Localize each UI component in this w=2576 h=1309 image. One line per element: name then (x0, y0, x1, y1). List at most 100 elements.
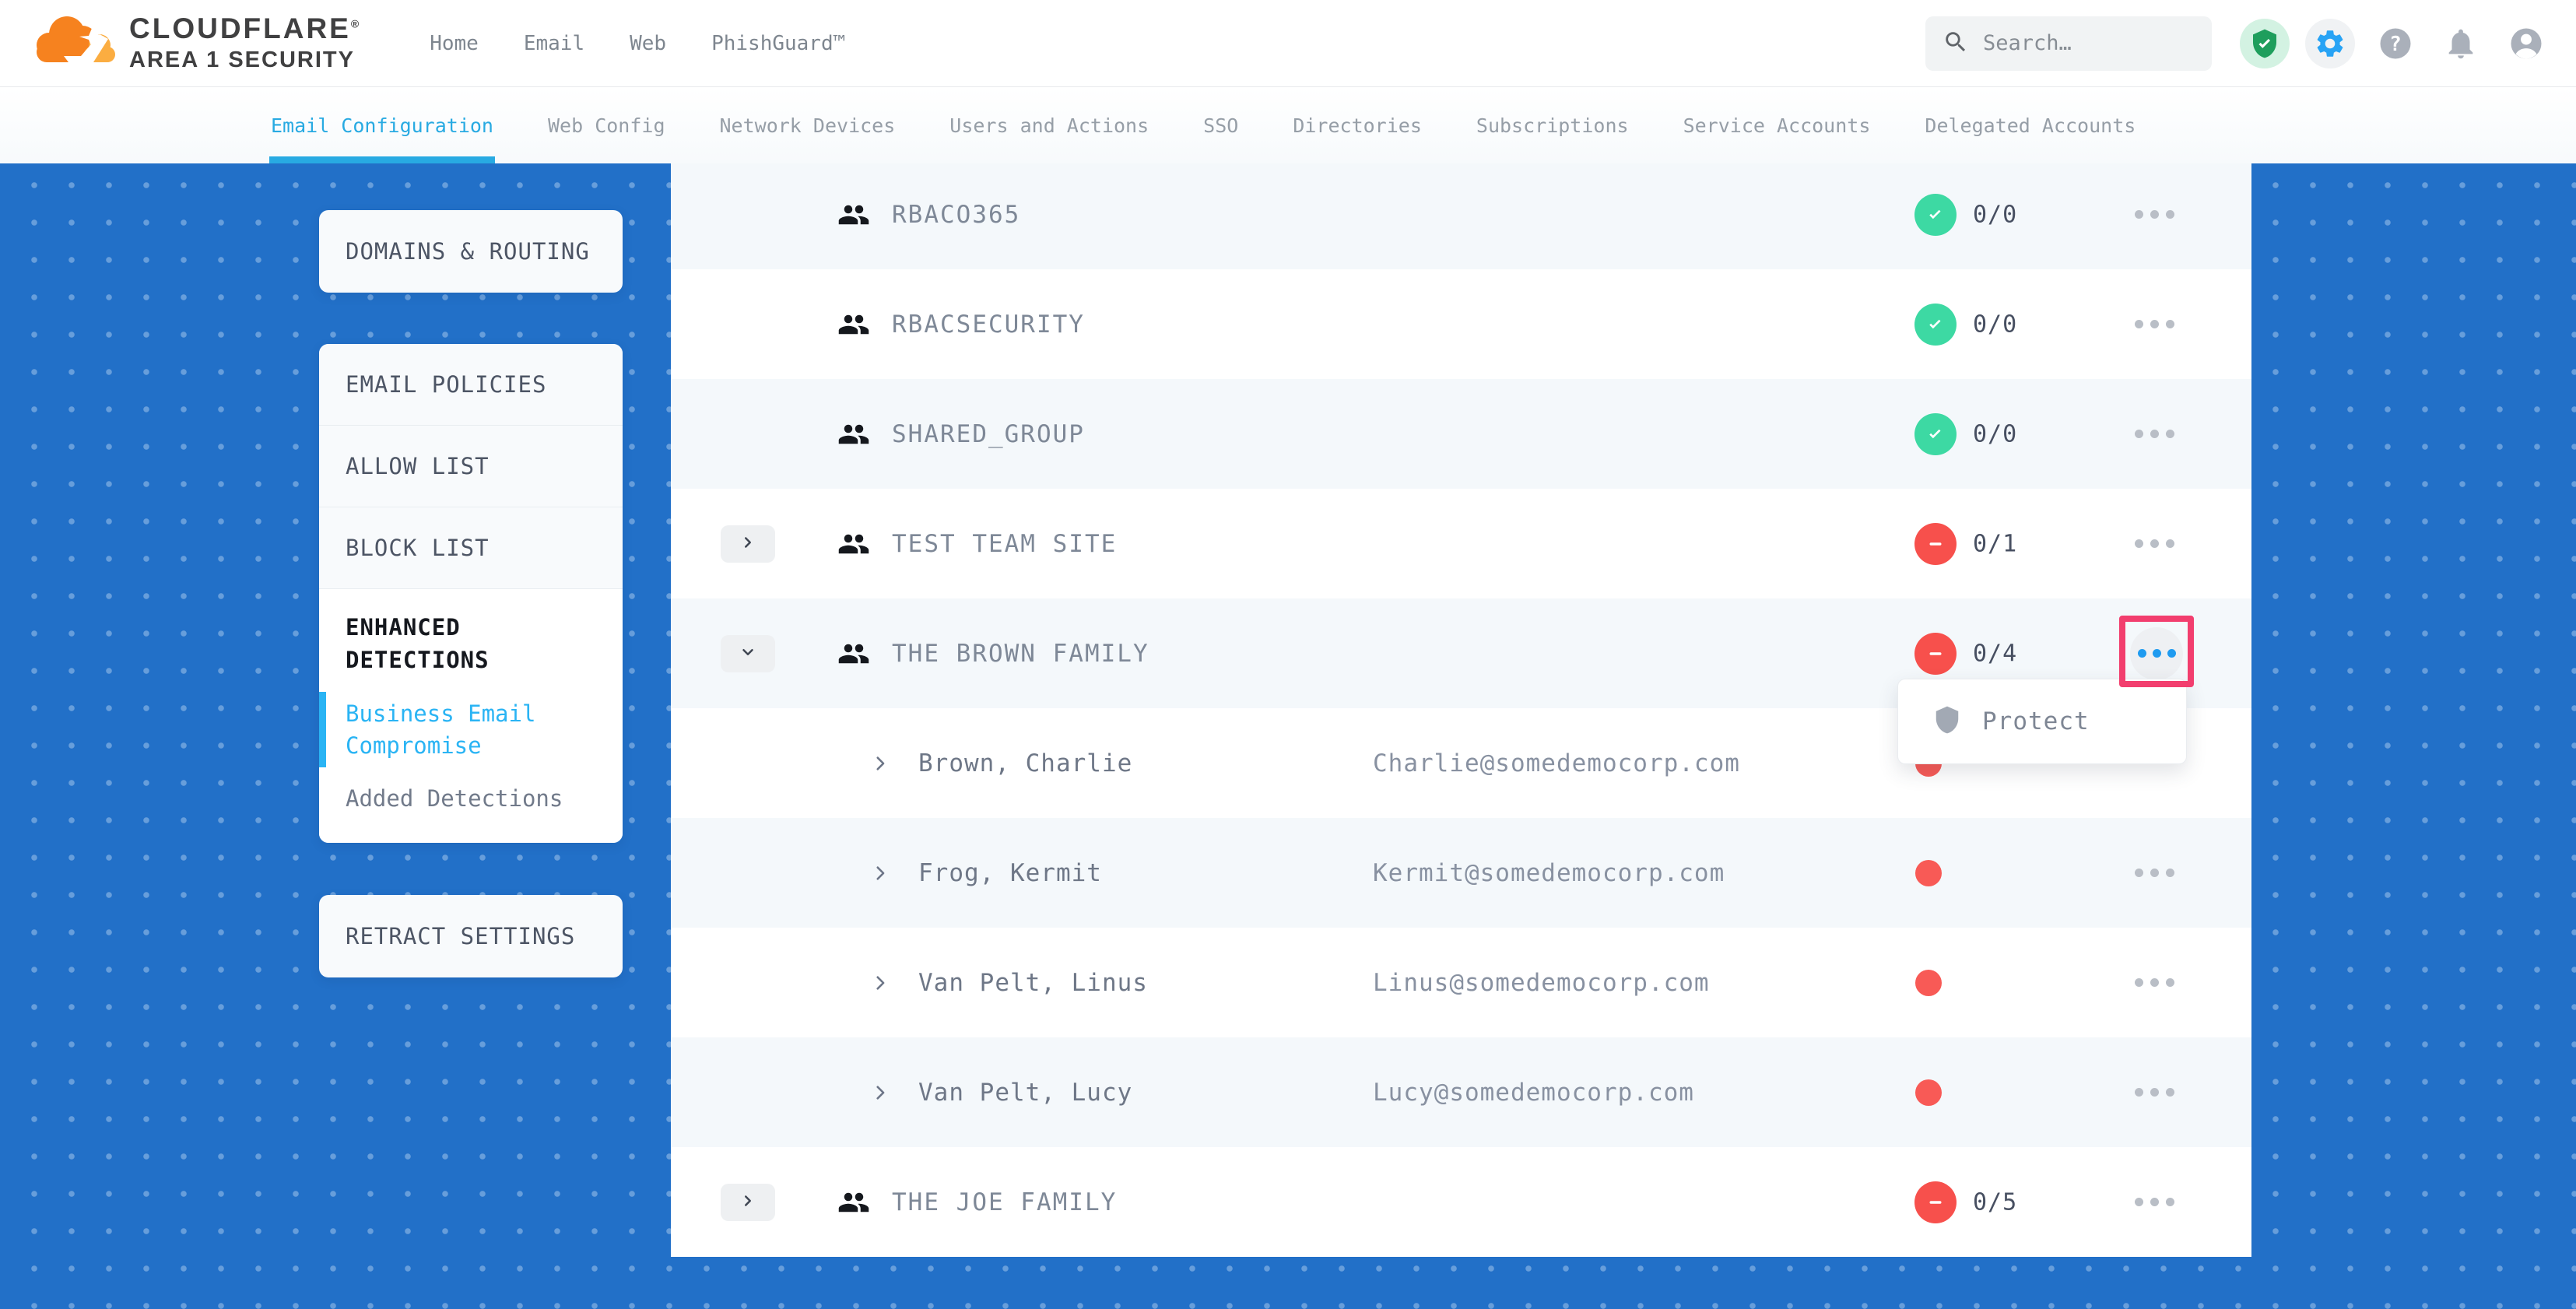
nav-item-phishguard[interactable]: PhishGuard™ (711, 31, 846, 55)
row-menu-button[interactable] (2123, 858, 2185, 889)
svg-text:?: ? (2389, 33, 2402, 56)
sidebar-item-block-list[interactable]: BLOCK LIST (319, 507, 623, 589)
tab-web-config[interactable]: Web Config (547, 114, 665, 137)
header-icons: ? (2240, 18, 2551, 68)
top-header: CLOUDFLARE® AREA 1 SECURITY Home Email W… (0, 0, 2576, 87)
protection-count: 0/0 (1973, 420, 2018, 447)
protection-count: 0/5 (1973, 1188, 2018, 1216)
settings-gear-icon[interactable] (2305, 18, 2355, 68)
row-menu-button[interactable] (2123, 419, 2185, 450)
table-row-member: Van Pelt, Lucy Lucy@somedemocorp.com (671, 1037, 2251, 1147)
search-box[interactable] (1925, 16, 2212, 71)
chevron-right-icon (870, 753, 890, 774)
collapse-row-button[interactable] (721, 634, 775, 672)
row-menu-button[interactable] (2123, 1187, 2185, 1218)
status-badge-protected (1914, 412, 1957, 455)
group-icon (837, 308, 870, 341)
account-icon[interactable] (2501, 19, 2551, 68)
member-name: Brown, Charlie (918, 749, 1133, 777)
brand-subtitle: AREA 1 SECURITY (129, 47, 355, 72)
group-icon (837, 637, 870, 670)
row-menu-button-active[interactable] (2130, 626, 2183, 680)
sidebar-item-domains-routing[interactable]: DOMAINS & ROUTING (319, 210, 623, 293)
groups-table: RBACO365 0/0 RBACSECURITY 0/0 SHARED_G (671, 160, 2251, 1257)
search-icon (1943, 29, 1969, 58)
nav-item-web[interactable]: Web (630, 31, 667, 55)
chevron-right-icon (870, 973, 890, 993)
sidebar-item-allow-list[interactable]: ALLOW LIST (319, 426, 623, 507)
sidebar-item-added-detections[interactable]: Added Detections (346, 785, 563, 812)
chevron-right-icon (739, 1192, 756, 1212)
group-icon (837, 1186, 870, 1219)
tab-network-devices[interactable]: Network Devices (719, 114, 896, 137)
status-badge-unprotected (1914, 632, 1957, 675)
table-row-group: THE BROWN FAMILY 0/4 (671, 598, 2251, 708)
search-input[interactable] (1983, 31, 2195, 55)
member-email: Linus@somedemocorp.com (1373, 968, 1710, 997)
chevron-down-icon (739, 644, 756, 663)
protection-count: 0/1 (1973, 530, 2018, 557)
group-name: TEST TEAM SITE (892, 529, 1118, 558)
sidebar-item-retract-settings[interactable]: RETRACT SETTINGS (319, 895, 623, 977)
brand-text: CLOUDFLARE® AREA 1 SECURITY (129, 14, 361, 73)
tab-delegated-accounts[interactable]: Delegated Accounts (1925, 114, 2136, 137)
table-row-member: Van Pelt, Linus Linus@somedemocorp.com (671, 928, 2251, 1037)
group-icon (837, 528, 870, 560)
sidebar-label: ALLOW LIST (346, 453, 490, 479)
context-menu-item-protect[interactable]: Protect (1982, 707, 2090, 735)
cloudflare-logo[interactable]: CLOUDFLARE® AREA 1 SECURITY (33, 9, 361, 78)
expand-row-button[interactable] (721, 1183, 775, 1221)
table-row-group: RBACO365 0/0 (671, 160, 2251, 269)
tab-service-accounts[interactable]: Service Accounts (1683, 114, 1871, 137)
row-menu-button[interactable] (2123, 199, 2185, 230)
tab-subscriptions[interactable]: Subscriptions (1476, 114, 1629, 137)
cloudflare-cloud-icon (33, 9, 123, 78)
tab-sso[interactable]: SSO (1203, 114, 1239, 137)
sidebar-policies-card: EMAIL POLICIES ALLOW LIST BLOCK LIST ENH… (319, 344, 623, 843)
protection-count: 0/0 (1973, 311, 2018, 338)
row-menu-button[interactable] (2123, 528, 2185, 560)
status-badge-unprotected (1914, 522, 1957, 565)
table-row-group: RBACSECURITY 0/0 (671, 269, 2251, 379)
group-name: THE JOE FAMILY (892, 1188, 1118, 1216)
row-menu-button[interactable] (2123, 1077, 2185, 1108)
notifications-bell-icon[interactable] (2436, 19, 2486, 68)
protection-count: 0/0 (1973, 201, 2018, 228)
member-name: Van Pelt, Linus (918, 968, 1148, 997)
sidebar-item-enhanced-detections[interactable]: ENHANCED DETECTIONS (346, 614, 490, 674)
main-nav: Home Email Web PhishGuard™ (430, 32, 845, 55)
status-badge-protected (1914, 193, 1957, 236)
sidebar-item-business-email-compromise[interactable]: Business Email Compromise (319, 692, 596, 768)
member-name: Van Pelt, Lucy (918, 1078, 1133, 1107)
shield-icon (1932, 705, 1962, 738)
table-row-member: Frog, Kermit Kermit@somedemocorp.com (671, 818, 2251, 928)
sidebar-label: EMAIL POLICIES (346, 371, 547, 398)
status-badge-unprotected (1914, 1181, 1957, 1223)
protection-count: 0/4 (1973, 640, 2018, 667)
group-name: THE BROWN FAMILY (892, 639, 1149, 668)
help-icon[interactable]: ? (2371, 19, 2420, 68)
status-badge-protected (1914, 303, 1957, 346)
status-dot-unprotected (1915, 969, 1942, 996)
status-dot-unprotected (1915, 859, 1942, 886)
row-menu-button[interactable] (2123, 967, 2185, 998)
group-name: SHARED_GROUP (892, 419, 1085, 448)
sidebar-label: RETRACT SETTINGS (346, 923, 576, 949)
tab-users-and-actions[interactable]: Users and Actions (949, 114, 1149, 137)
section-tabbar: Email Configuration Web Config Network D… (0, 87, 2576, 163)
tab-directories[interactable]: Directories (1293, 114, 1422, 137)
nav-item-email[interactable]: Email (523, 31, 585, 55)
expand-row-button[interactable] (721, 525, 775, 563)
sidebar-item-email-policies[interactable]: EMAIL POLICIES (319, 344, 623, 426)
status-dot-unprotected (1915, 1079, 1942, 1106)
tab-email-configuration[interactable]: Email Configuration (269, 87, 495, 163)
member-email: Charlie@somedemocorp.com (1373, 749, 1740, 777)
member-email: Kermit@somedemocorp.com (1373, 858, 1725, 887)
row-menu-button[interactable] (2123, 309, 2185, 340)
shield-check-icon[interactable] (2240, 18, 2290, 68)
table-row-group: TEST TEAM SITE 0/1 (671, 489, 2251, 598)
member-name: Frog, Kermit (918, 858, 1102, 887)
nav-item-home[interactable]: Home (430, 31, 479, 55)
sidebar-section-enhanced-detections: ENHANCED DETECTIONS Business Email Compr… (319, 589, 623, 843)
